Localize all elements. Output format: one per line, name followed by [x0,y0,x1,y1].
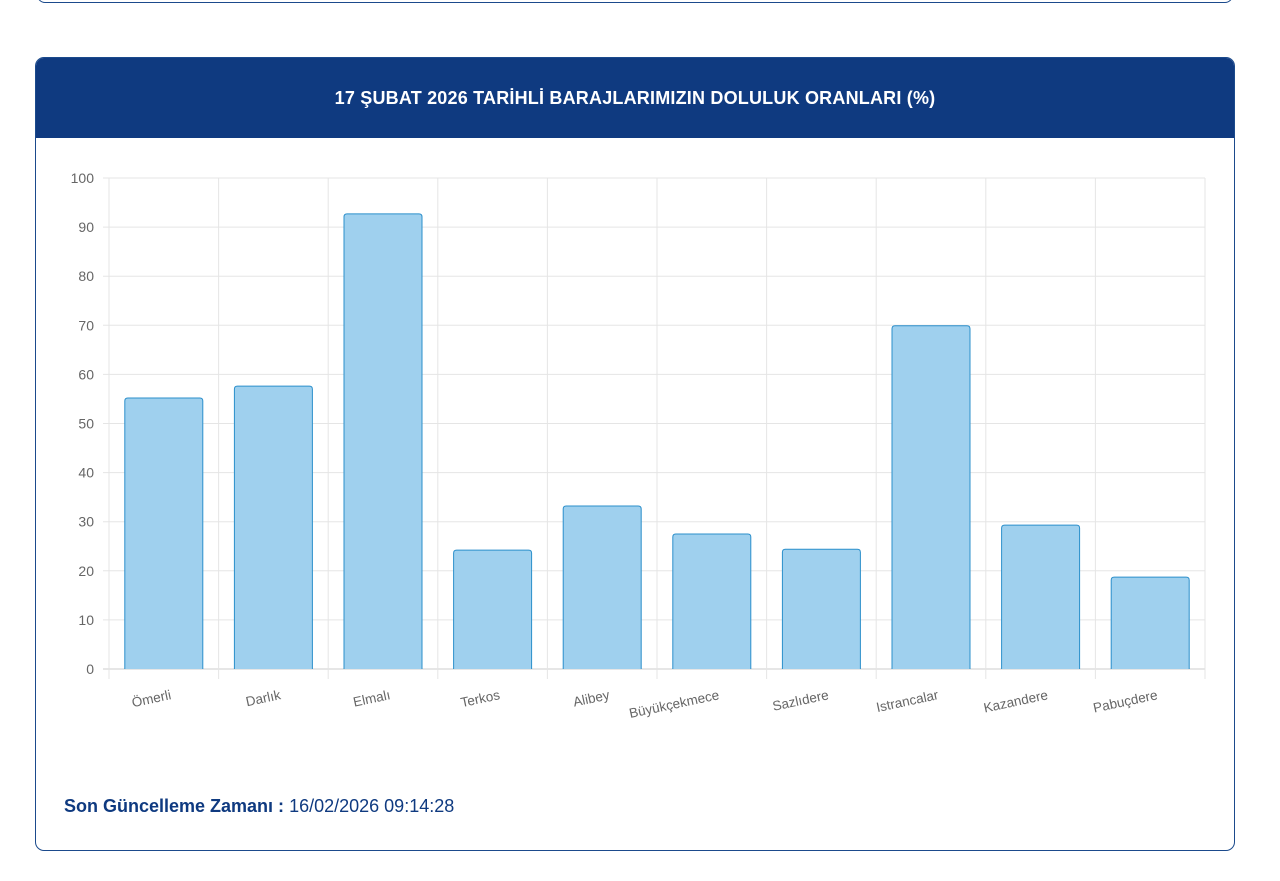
x-tick-label: Büyükçekmece [628,687,721,721]
bar-Ömerli [124,397,204,669]
x-tick-label: Pabuçdere [1092,687,1159,715]
last-update: Son Güncelleme Zamanı : 16/02/2026 09:14… [64,796,454,817]
y-tick-label: 0 [86,661,94,677]
x-tick-label: Kazandere [982,687,1049,715]
bar-Kazandere [1001,524,1081,669]
y-tick-label: 60 [78,366,94,382]
y-tick-label: 30 [78,514,94,530]
bar-Istrancalar [891,325,971,669]
last-update-value: 16/02/2026 09:14:28 [289,796,455,816]
last-update-label: Son Güncelleme Zamanı : [64,796,285,816]
chart-title: 17 ŞUBAT 2026 TARİHLİ BARAJLARIMIZIN DOL… [36,58,1234,138]
x-tick-label: Sazlıdere [771,687,830,714]
bar-Darlık [233,385,313,669]
bar-Büyükçekmece [672,533,752,669]
y-tick-label: 40 [78,465,94,481]
x-tick-label: Alibey [572,687,611,709]
x-tick-label: Elmalı [352,687,392,709]
bar-Elmalı [343,213,423,669]
x-tick-label: Ömerli [130,687,172,710]
y-tick-label: 10 [78,612,94,628]
x-tick-label: Darlık [244,687,282,709]
y-tick-label: 50 [78,416,94,432]
bar-Alibey [562,505,642,669]
y-tick-label: 20 [78,563,94,579]
y-tick-label: 90 [78,219,94,235]
y-tick-label: 100 [71,170,95,186]
bar-Sazlıdere [781,548,861,669]
x-tick-label: Terkos [459,687,501,710]
x-tick-label: Istrancalar [875,687,940,715]
bar-Terkos [453,549,533,669]
y-tick-label: 80 [78,268,94,284]
bar-Pabuçdere [1110,576,1190,669]
dam-levels-card: 17 ŞUBAT 2026 TARİHLİ BARAJLARIMIZIN DOL… [35,57,1235,851]
y-tick-label: 70 [78,317,94,333]
